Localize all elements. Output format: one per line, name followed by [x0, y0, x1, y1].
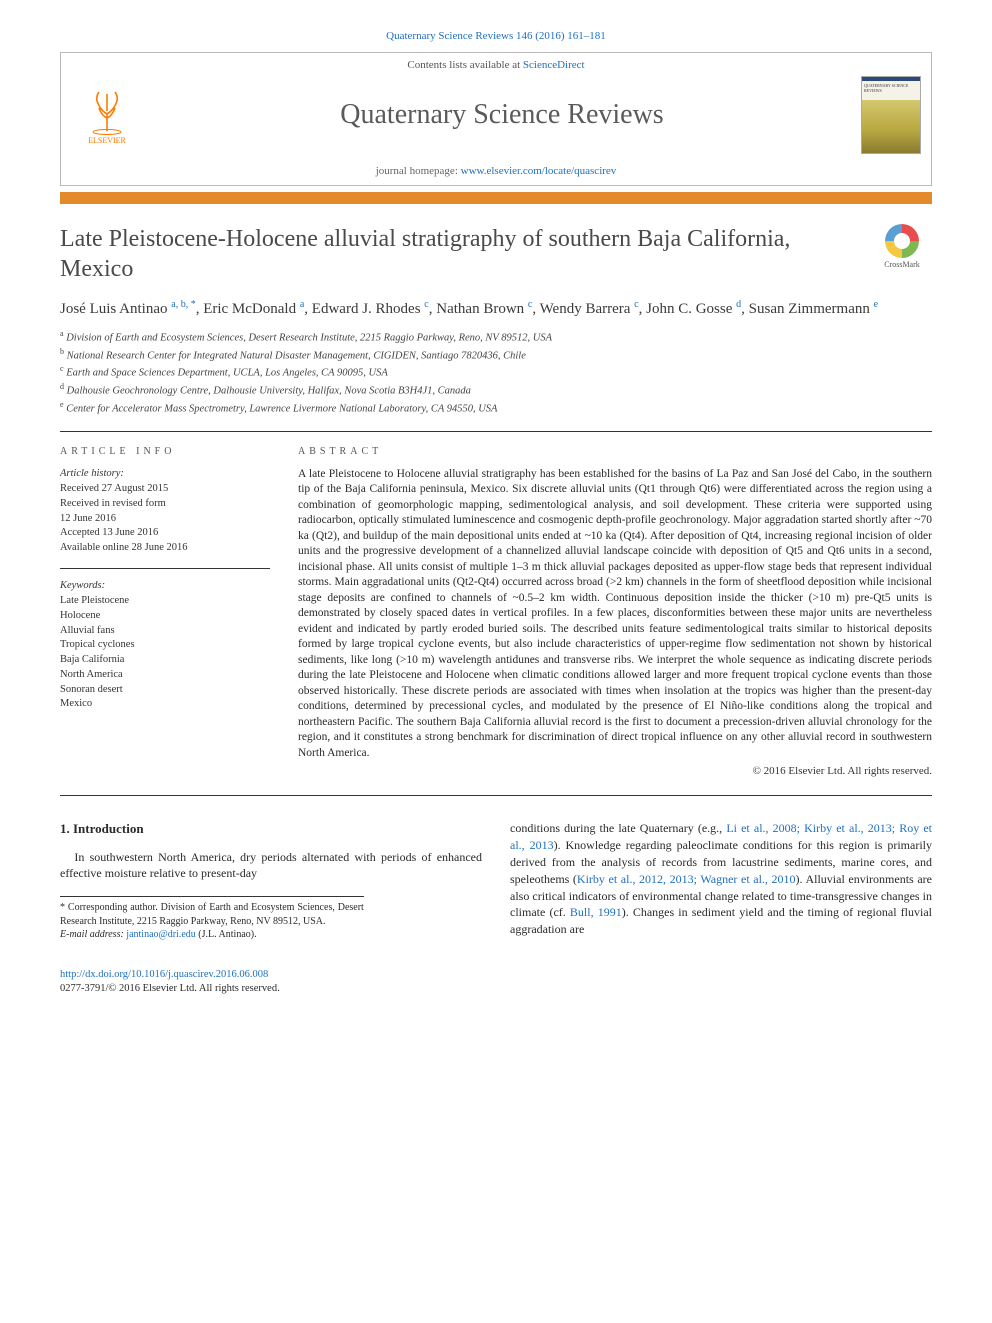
history-subhead: Article history: — [60, 467, 270, 482]
contents-line: Contents lists available at ScienceDirec… — [61, 53, 931, 75]
crossmark-icon — [885, 224, 919, 258]
section-heading-intro: 1. Introduction — [60, 820, 482, 838]
abstract-text: A late Pleistocene to Holocene alluvial … — [298, 467, 932, 762]
affiliation-line: a Division of Earth and Ecosystem Scienc… — [60, 328, 932, 346]
affiliation-line: d Dalhousie Geochronology Centre, Dalhou… — [60, 381, 932, 399]
intro-para-2: conditions during the late Quaternary (e… — [510, 820, 932, 938]
keywords-block: Keywords: Late PleistoceneHoloceneAlluvi… — [60, 579, 270, 712]
keyword: Alluvial fans — [60, 624, 270, 639]
corresponding-email-link[interactable]: jantinao@dri.edu — [126, 929, 195, 940]
sciencedirect-link[interactable]: ScienceDirect — [523, 59, 585, 71]
citation-link[interactable]: Quaternary Science Reviews 146 (2016) 16… — [386, 30, 606, 42]
elsevier-tree-icon — [82, 86, 132, 136]
body-two-column: 1. Introduction In southwestern North Am… — [60, 820, 932, 941]
homepage-line: journal homepage: www.elsevier.com/locat… — [61, 161, 931, 185]
keyword: Sonoran desert — [60, 683, 270, 698]
journal-cover-thumbnail: QUATERNARY SCIENCE REVIEWS — [861, 76, 921, 154]
journal-title: Quaternary Science Reviews — [340, 99, 663, 131]
affiliation-line: b National Research Center for Integrate… — [60, 346, 932, 364]
issn-copyright: 0277-3791/© 2016 Elsevier Ltd. All right… — [60, 982, 932, 997]
article-history: Article history: Received 27 August 2015… — [60, 467, 270, 556]
abstract-label: ABSTRACT — [298, 446, 932, 457]
author-list: José Luis Antinao a, b, *, Eric McDonald… — [60, 298, 932, 320]
elsevier-logo: ELSEVIER — [71, 75, 143, 155]
corresponding-author-footnote: * Corresponding author. Division of Eart… — [60, 896, 364, 942]
keywords-subhead: Keywords: — [60, 579, 270, 594]
journal-masthead: Contents lists available at ScienceDirec… — [60, 52, 932, 186]
running-citation: Quaternary Science Reviews 146 (2016) 16… — [60, 30, 932, 42]
affiliations: a Division of Earth and Ecosystem Scienc… — [60, 328, 932, 417]
page-footer: http://dx.doi.org/10.1016/j.quascirev.20… — [60, 968, 932, 997]
keyword: Holocene — [60, 609, 270, 624]
doi-link[interactable]: http://dx.doi.org/10.1016/j.quascirev.20… — [60, 969, 268, 980]
rule-above-abstract — [60, 431, 932, 432]
crossmark-label: CrossMark — [884, 260, 920, 269]
abstract-copyright: © 2016 Elsevier Ltd. All rights reserved… — [298, 765, 932, 777]
crossmark-badge[interactable]: CrossMark — [872, 224, 932, 269]
journal-homepage-link[interactable]: www.elsevier.com/locate/quascirev — [461, 165, 617, 177]
history-line: Accepted 13 June 2016 — [60, 526, 270, 541]
history-line: Received in revised form — [60, 497, 270, 512]
citation-link-kirby2012[interactable]: Kirby et al., 2012, 2013; Wagner et al.,… — [577, 872, 796, 886]
keyword: Late Pleistocene — [60, 594, 270, 609]
rule-below-abstract — [60, 795, 932, 796]
keyword: North America — [60, 668, 270, 683]
keyword: Baja California — [60, 653, 270, 668]
keyword: Mexico — [60, 697, 270, 712]
article-info-label: ARTICLE INFO — [60, 446, 270, 457]
orange-divider-bar — [60, 192, 932, 204]
history-line: 12 June 2016 — [60, 512, 270, 527]
article-title: Late Pleistocene-Holocene alluvial strat… — [60, 224, 872, 284]
keyword: Tropical cyclones — [60, 638, 270, 653]
citation-link-bull1991[interactable]: Bull, 1991 — [570, 905, 622, 919]
elsevier-label: ELSEVIER — [88, 136, 126, 145]
rule-info-keywords — [60, 568, 270, 569]
intro-para-1: In southwestern North America, dry perio… — [60, 849, 482, 883]
affiliation-line: c Earth and Space Sciences Department, U… — [60, 363, 932, 381]
history-line: Available online 28 June 2016 — [60, 541, 270, 556]
history-line: Received 27 August 2015 — [60, 482, 270, 497]
affiliation-line: e Center for Accelerator Mass Spectromet… — [60, 399, 932, 417]
